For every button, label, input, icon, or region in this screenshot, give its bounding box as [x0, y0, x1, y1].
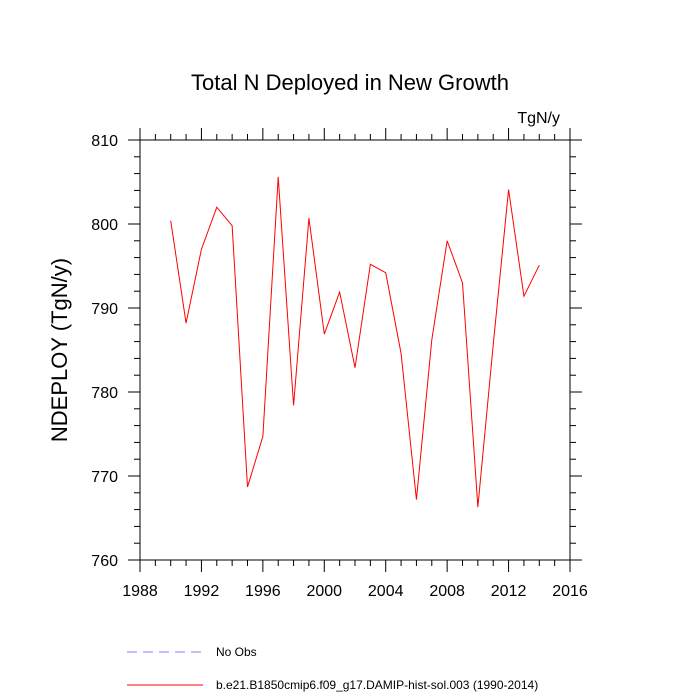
y-tick-label: 780 — [91, 385, 118, 402]
x-tick-label: 1992 — [184, 583, 220, 600]
plot-frame — [139, 139, 571, 561]
y-axis-label: NDEPLOY (TgN/y) — [47, 258, 72, 442]
y-tick-label: 760 — [91, 553, 118, 570]
axis-ticks — [128, 128, 582, 572]
y-tick-label: 790 — [91, 301, 118, 318]
series-line — [170, 176, 540, 508]
x-tick-label: 2016 — [552, 583, 588, 600]
x-tick-label: 2004 — [368, 583, 404, 600]
x-tick-label: 2008 — [429, 583, 465, 600]
y-tick-label: 800 — [91, 217, 118, 234]
x-tick-label: 1988 — [122, 583, 158, 600]
units-label: TgN/y — [517, 110, 560, 127]
legend-label: No Obs — [216, 645, 257, 659]
y-tick-label: 810 — [91, 133, 118, 150]
legend-label: b.e21.B1850cmip6.f09_g17.DAMIP-hist-sol.… — [216, 678, 538, 692]
series-layer — [170, 176, 540, 508]
x-tick-label: 2000 — [306, 583, 342, 600]
legend: No Obs b.e21.B1850cmip6.f09_g17.DAMIP-his… — [127, 645, 538, 692]
tick-labels: 1988 1992 1996 2000 2004 2008 2012 2016 760 770 78… — [91, 133, 588, 600]
x-tick-label: 2012 — [491, 583, 527, 600]
y-tick-label: 770 — [91, 469, 118, 486]
x-tick-label: 1996 — [245, 583, 281, 600]
chart-title: Total N Deployed in New Growth — [191, 70, 509, 95]
